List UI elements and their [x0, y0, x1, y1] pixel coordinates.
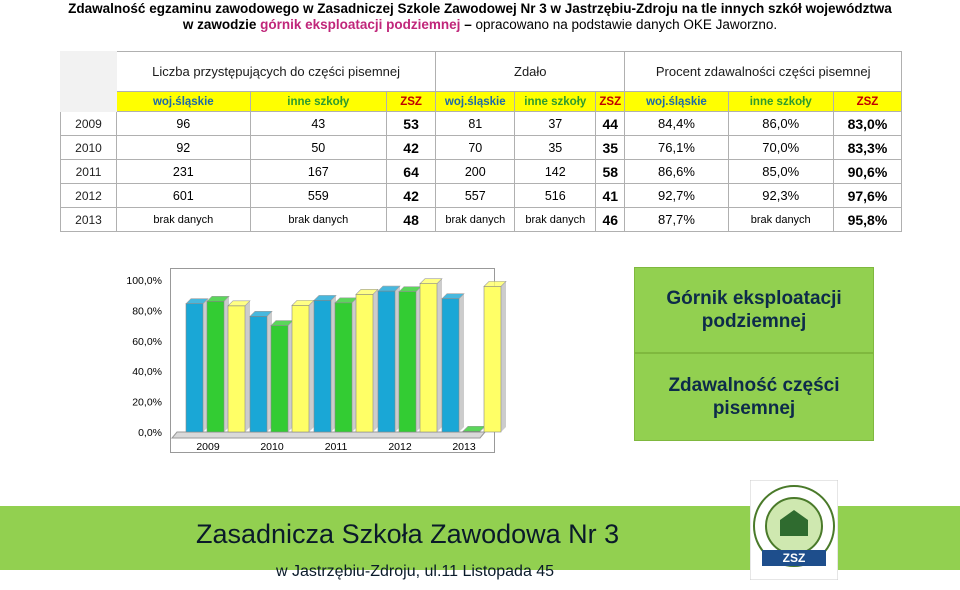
- school-logo: ZSZ: [750, 480, 838, 580]
- chart-floor: [170, 431, 487, 439]
- subheader-cell: inne szkoły: [249, 91, 387, 112]
- y-tick-label: 80,0%: [132, 305, 162, 317]
- subheader-cell: ZSZ: [385, 91, 437, 112]
- table-cell: 96: [116, 111, 251, 136]
- header-line-1: Zdawalność egzaminu zawodowego w Zasadni…: [68, 1, 892, 16]
- school-name: Zasadnicza Szkoła Zawodowa Nr 3: [196, 519, 620, 549]
- table-row: 2013 brak danych brak danych 48 brak danych b…: [60, 207, 903, 232]
- chart-bar-side: [437, 278, 442, 432]
- table-row: 2010 92 50 42 70 35 35 76,1% 70,0% 83,3%: [60, 135, 903, 160]
- table-cell: brak danych: [435, 207, 516, 232]
- header-dash: –: [460, 17, 476, 32]
- group-passed: Zdało: [435, 51, 626, 92]
- chart-bar: [270, 325, 289, 433]
- table-cell: 516: [514, 183, 597, 208]
- table-cell: 601: [116, 183, 251, 208]
- header-prefix: w zawodzie: [182, 17, 261, 32]
- year-cell: 2013: [60, 207, 117, 232]
- year-cell: 2012: [60, 183, 117, 208]
- chart-bar: [441, 298, 460, 433]
- chart-bar: [313, 300, 332, 433]
- group-pass-rate: Procent zdawalności części pisemnej: [624, 51, 902, 92]
- header-source: opracowano na podstawie danych OKE Jawor…: [475, 17, 778, 32]
- year-cell: 2010: [60, 135, 117, 160]
- chart-bar-top: [462, 425, 486, 432]
- chart-bar: [206, 300, 225, 433]
- table-cell: 70,0%: [727, 135, 834, 160]
- x-tick-label: 2009: [196, 441, 220, 453]
- subheader-cell: inne szkoły: [727, 91, 834, 112]
- table-cell: 41: [595, 183, 626, 208]
- chart-bar: [291, 305, 310, 433]
- table-cell: 44: [595, 111, 626, 136]
- page-header: Zdawalność egzaminu zawodowego w Zasadni…: [0, 0, 960, 33]
- chart-bar: [483, 286, 502, 433]
- subheader-cell: woj.śląskie: [435, 91, 516, 112]
- table-row: 2011 231 167 64 200 142 58 86,6% 85,0% 90,6%: [60, 159, 903, 184]
- y-tick-label: 100,0%: [126, 275, 162, 287]
- group-participants: Liczba przystępujących do części pisemne…: [115, 51, 437, 92]
- badge-occupation: Górnik eksploatacji podziemnej: [634, 267, 874, 353]
- table-cell: 76,1%: [624, 135, 729, 160]
- chart-bar: [419, 283, 438, 433]
- chart-bar: [185, 303, 204, 433]
- corner-cell: [60, 51, 117, 112]
- table-cell: brak danych: [116, 207, 251, 232]
- x-tick-label: 2013: [452, 441, 476, 453]
- chart-bar: [398, 291, 417, 433]
- chart-bar: [355, 293, 374, 433]
- table-cell: 43: [249, 111, 387, 136]
- y-tick-label: 0,0%: [138, 427, 162, 439]
- subheader-cell: ZSZ: [595, 91, 626, 112]
- logo-mark: ZSZ: [783, 551, 806, 565]
- table-cell: 42: [385, 183, 437, 208]
- y-tick-label: 60,0%: [132, 336, 162, 348]
- table-cell: 95,8%: [832, 207, 903, 232]
- results-table: Liczba przystępujących do części pisemne…: [60, 51, 903, 232]
- table-cell: brak danych: [249, 207, 387, 232]
- table-cell: 142: [514, 159, 597, 184]
- chart-bar-side: [309, 300, 314, 432]
- table-cell: 48: [385, 207, 437, 232]
- chart-bar: [377, 290, 396, 433]
- table-cell: 92,7%: [624, 183, 729, 208]
- x-tick-label: 2011: [325, 441, 348, 453]
- table-cell: 58: [595, 159, 626, 184]
- year-cell: 2011: [60, 159, 117, 184]
- table-cell: 557: [435, 183, 516, 208]
- table-cell: 87,7%: [624, 207, 729, 232]
- table-cell: 42: [385, 135, 437, 160]
- subheader-cell: ZSZ: [832, 91, 903, 112]
- x-tick-label: 2010: [260, 441, 284, 453]
- y-tick-label: 20,0%: [132, 397, 162, 409]
- subheader-cell: woj.śląskie: [624, 91, 729, 112]
- table-cell: 90,6%: [832, 159, 903, 184]
- table-row: 2012 601 559 42 557 516 41 92,7% 92,3% 97,6%: [60, 183, 903, 208]
- header-line-2: w zawodzie górnik eksploatacji podziemne…: [0, 17, 960, 33]
- chart-bar-side: [501, 281, 506, 432]
- table-cell: 35: [514, 135, 597, 160]
- table-cell: 97,6%: [832, 183, 903, 208]
- sub-header-row: woj.śląskie inne szkoły ZSZ woj.śląskie inne…: [61, 91, 903, 112]
- chart-bar-side: [373, 289, 378, 432]
- chart-bar-side: [245, 300, 250, 432]
- x-tick-label: 2012: [388, 441, 412, 453]
- table-cell: 46: [595, 207, 626, 232]
- table-cell: 167: [249, 159, 387, 184]
- table-cell: brak danych: [727, 207, 834, 232]
- chart-bar-side: [459, 293, 464, 432]
- header-highlight: górnik eksploatacji podziemnej: [260, 17, 461, 32]
- y-tick-label: 40,0%: [132, 366, 162, 378]
- chart-bar: [249, 316, 268, 433]
- table-cell: 64: [385, 159, 437, 184]
- chart-bar: [227, 305, 246, 433]
- chart-bar: [334, 302, 353, 433]
- subheader-cell: inne szkoły: [514, 91, 597, 112]
- badge-exam-part: Zdawalność części pisemnej: [634, 353, 874, 441]
- group-header-row: Liczba przystępujących do części pisemne…: [60, 51, 902, 112]
- school-address: w Jastrzębiu-Zdroju, ul.11 Listopada 45: [276, 563, 555, 580]
- subheader-cell: woj.śląskie: [116, 91, 251, 112]
- table-cell: brak danych: [514, 207, 597, 232]
